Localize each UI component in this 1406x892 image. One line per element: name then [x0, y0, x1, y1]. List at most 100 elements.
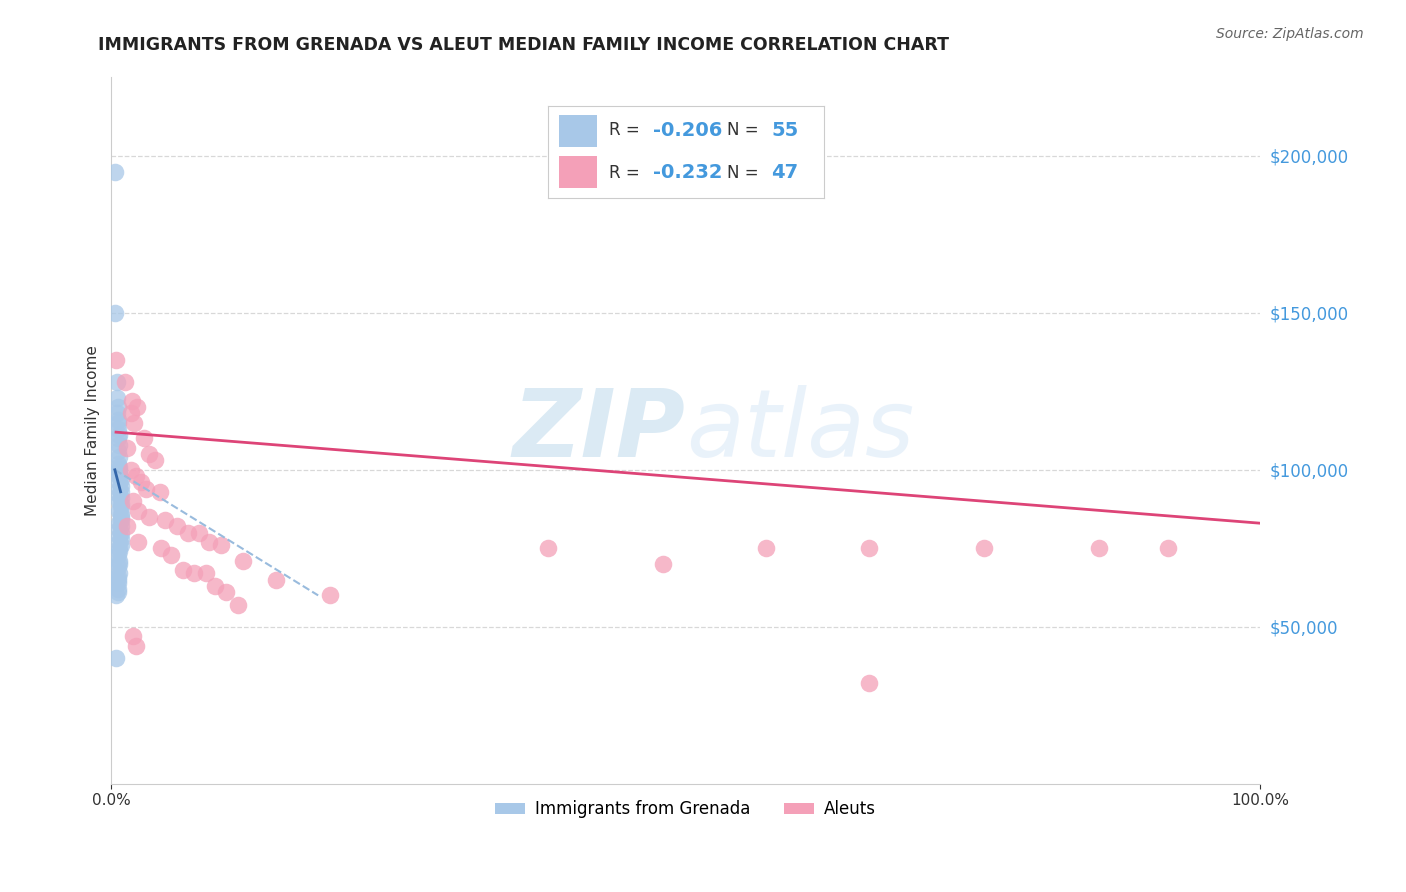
- Point: [122, 494, 145, 508]
- Point: [108, 566, 131, 581]
- Point: [108, 482, 131, 496]
- Point: [110, 519, 132, 533]
- Point: [858, 676, 880, 690]
- Point: [107, 412, 129, 426]
- Point: [107, 569, 129, 583]
- Text: ZIP: ZIP: [513, 384, 686, 476]
- Point: [108, 503, 131, 517]
- Point: [121, 393, 143, 408]
- Point: [107, 575, 129, 590]
- Point: [108, 428, 131, 442]
- Point: [108, 475, 131, 490]
- Point: [107, 582, 129, 596]
- Point: [108, 554, 131, 568]
- Point: [149, 541, 172, 556]
- Point: [108, 535, 131, 549]
- Point: [651, 557, 673, 571]
- Point: [107, 560, 129, 574]
- Point: [209, 538, 232, 552]
- Y-axis label: Median Family Income: Median Family Income: [86, 345, 100, 516]
- Legend: Immigrants from Grenada, Aleuts: Immigrants from Grenada, Aleuts: [489, 794, 883, 825]
- Point: [110, 472, 132, 486]
- Point: [129, 475, 152, 490]
- Point: [318, 588, 340, 602]
- Point: [110, 500, 132, 515]
- Point: [226, 598, 249, 612]
- Point: [110, 532, 132, 546]
- Point: [172, 563, 194, 577]
- Point: [124, 469, 146, 483]
- Point: [110, 525, 132, 540]
- Point: [120, 463, 142, 477]
- Point: [149, 484, 172, 499]
- Point: [122, 629, 145, 643]
- Text: atlas: atlas: [686, 385, 914, 476]
- Point: [110, 497, 132, 511]
- Point: [110, 507, 132, 521]
- Point: [125, 400, 148, 414]
- Point: [105, 353, 128, 368]
- Point: [183, 566, 205, 581]
- Point: [1157, 541, 1180, 556]
- Point: [264, 573, 287, 587]
- Point: [108, 469, 131, 483]
- Point: [124, 416, 146, 430]
- Point: [114, 375, 136, 389]
- Point: [198, 535, 221, 549]
- Point: [117, 441, 139, 455]
- Point: [105, 391, 128, 405]
- Point: [107, 422, 129, 436]
- Point: [117, 519, 139, 533]
- Point: [1088, 541, 1111, 556]
- Point: [110, 513, 132, 527]
- Point: [110, 484, 132, 499]
- Point: [110, 538, 132, 552]
- Point: [107, 548, 129, 562]
- Point: [107, 444, 129, 458]
- Point: [105, 406, 128, 420]
- Point: [108, 544, 131, 558]
- Point: [108, 466, 131, 480]
- Point: [138, 509, 160, 524]
- Point: [138, 447, 160, 461]
- Point: [537, 541, 560, 556]
- Point: [107, 585, 129, 599]
- Text: Source: ZipAtlas.com: Source: ZipAtlas.com: [1216, 27, 1364, 41]
- Point: [160, 548, 183, 562]
- Point: [194, 566, 217, 581]
- Point: [108, 529, 131, 543]
- Point: [108, 450, 131, 465]
- Point: [132, 432, 155, 446]
- Point: [108, 523, 131, 537]
- Point: [135, 482, 157, 496]
- Point: [187, 525, 209, 540]
- Point: [110, 509, 132, 524]
- Point: [108, 494, 131, 508]
- Point: [108, 463, 131, 477]
- Point: [973, 541, 995, 556]
- Point: [104, 306, 127, 320]
- Point: [127, 503, 149, 517]
- Point: [155, 513, 177, 527]
- Point: [108, 541, 131, 556]
- Point: [858, 541, 880, 556]
- Point: [107, 400, 129, 414]
- Point: [104, 164, 127, 178]
- Point: [755, 541, 778, 556]
- Point: [177, 525, 200, 540]
- Point: [166, 519, 188, 533]
- Point: [105, 375, 128, 389]
- Point: [108, 557, 131, 571]
- Point: [127, 535, 149, 549]
- Point: [108, 488, 131, 502]
- Point: [120, 406, 142, 420]
- Point: [124, 639, 146, 653]
- Point: [215, 585, 238, 599]
- Point: [107, 416, 129, 430]
- Point: [232, 554, 254, 568]
- Point: [108, 438, 131, 452]
- Text: IMMIGRANTS FROM GRENADA VS ALEUT MEDIAN FAMILY INCOME CORRELATION CHART: IMMIGRANTS FROM GRENADA VS ALEUT MEDIAN …: [98, 36, 949, 54]
- Point: [204, 579, 226, 593]
- Point: [107, 432, 129, 446]
- Point: [107, 457, 129, 471]
